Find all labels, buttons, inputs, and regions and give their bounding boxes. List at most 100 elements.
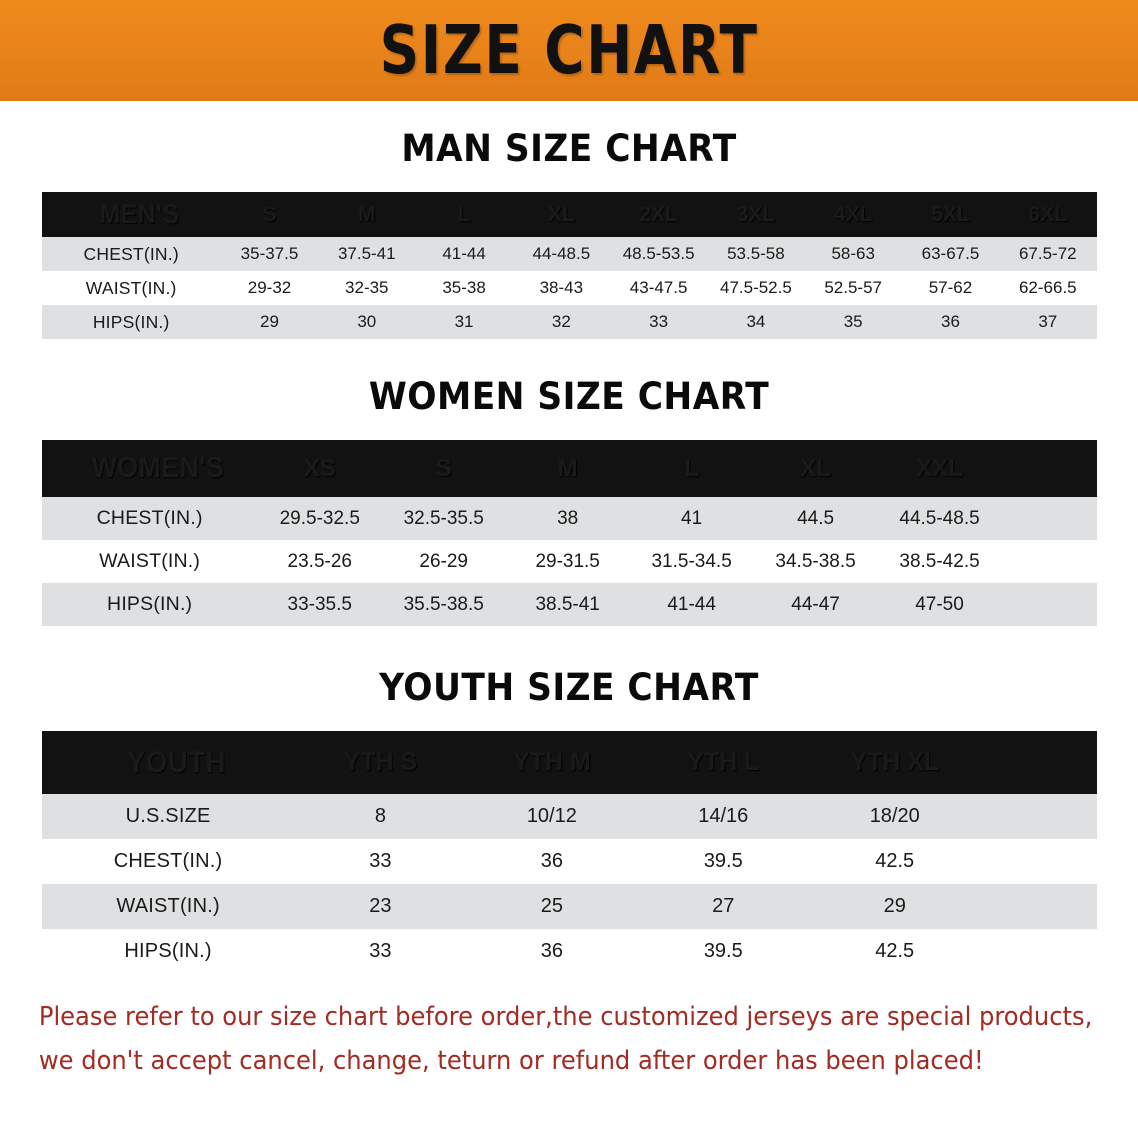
man-cell-r3-c1: 29 — [220, 305, 319, 339]
man-size-header-2: M — [318, 192, 416, 237]
women-header-row: WOMEN'S XS S M L XL XXL — [41, 440, 1097, 497]
man-cell-r3-c6: 34 — [707, 305, 805, 339]
man-cell-r2-c8: 57-62 — [901, 271, 1000, 305]
youth-cell-r4-c3: 39.5 — [637, 929, 809, 974]
man-cell-r3-c7: 35 — [804, 305, 902, 339]
women-cell-r2-c6: 38.5-42.5 — [877, 540, 1002, 583]
women-cell-r2-c2: 26-29 — [381, 540, 506, 583]
man-size-header-8: 5XL — [901, 192, 1000, 237]
women-table-row: CHEST(IN.) 29.5-32.5 32.5-35.5 38 41 44.5 44.5… — [41, 497, 1097, 540]
women-cell-r1-c1: 29.5-32.5 — [257, 497, 382, 540]
man-size-header-3: L — [415, 192, 513, 237]
man-table-row: HIPS(IN.) 29 30 31 32 33 34 35 36 37 — [41, 305, 1097, 339]
youth-size-header-1: YTH S — [294, 731, 467, 794]
man-cell-r1-c3: 41-44 — [415, 237, 513, 271]
youth-cell-pad — [980, 929, 1097, 974]
women-section-title: WOMEN SIZE CHART — [368, 375, 770, 418]
women-cell-r1-c2: 32.5-35.5 — [381, 497, 506, 540]
women-table-wrap: WOMEN'S XS S M L XL XXL CHEST(IN.) 29.5-32.5 32.… — [41, 440, 1097, 626]
man-size-header-4: XL — [512, 192, 610, 237]
man-cell-r3-c2: 30 — [318, 305, 416, 339]
women-cell-r3-c3: 38.5-41 — [505, 583, 630, 626]
youth-cell-r4-c2: 36 — [466, 929, 638, 974]
man-cell-r3-c3: 31 — [415, 305, 513, 339]
youth-table-row: U.S.SIZE 8 10/12 14/16 18/20 — [41, 794, 1097, 839]
youth-cell-r2-c1: 33 — [294, 839, 467, 884]
women-table-row: WAIST(IN.) 23.5-26 26-29 29-31.5 31.5-34.5 34… — [41, 540, 1097, 583]
man-table-wrap: MEN'S S M L XL 2XL 3XL 4XL 5XL 6XL CHEST(IN.) 35-3… — [41, 192, 1097, 339]
youth-cell-r4-c1: 33 — [294, 929, 467, 974]
youth-cell-r3-c3: 27 — [637, 884, 809, 929]
women-size-header-2: S — [381, 440, 506, 497]
youth-cell-r2-c3: 39.5 — [637, 839, 809, 884]
youth-size-header-4: YTH XL — [809, 731, 981, 794]
youth-cell-r3-c2: 25 — [466, 884, 638, 929]
youth-table-row: HIPS(IN.) 33 36 39.5 42.5 — [41, 929, 1097, 974]
youth-header-pad — [980, 731, 1097, 794]
youth-cell-pad — [980, 794, 1097, 839]
man-cell-r2-c1: 29-32 — [220, 271, 319, 305]
man-cell-r2-c7: 52.5-57 — [804, 271, 902, 305]
youth-table-wrap: YOUTH YTH S YTH M YTH L YTH XL U.S.SIZE 8 10/1… — [41, 731, 1097, 974]
man-table-body: CHEST(IN.) 35-37.5 37.5-41 41-44 44-48.5 48.5… — [41, 237, 1097, 339]
women-cell-r2-c3: 29-31.5 — [505, 540, 630, 583]
man-table-row: CHEST(IN.) 35-37.5 37.5-41 41-44 44-48.5 48.5… — [41, 237, 1097, 271]
women-cell-r1-c4: 41 — [629, 497, 754, 540]
youth-corner-label: YOUTH — [51, 731, 285, 794]
women-size-header-3: M — [505, 440, 630, 497]
man-size-header-9: 6XL — [999, 192, 1097, 237]
banner-title: SIZE CHART — [379, 11, 759, 89]
women-table-row: HIPS(IN.) 33-35.5 35.5-38.5 38.5-41 41-44 44-… — [41, 583, 1097, 626]
youth-cell-pad — [980, 884, 1097, 929]
man-corner-label: MEN'S — [48, 192, 214, 237]
man-cell-r1-c4: 44-48.5 — [512, 237, 610, 271]
youth-cell-r3-c1: 23 — [294, 884, 467, 929]
women-cell-r1-c3: 38 — [505, 497, 630, 540]
man-cell-r3-c9: 37 — [999, 305, 1097, 339]
man-cell-r2-c2: 32-35 — [318, 271, 416, 305]
youth-cell-r2-c2: 36 — [466, 839, 638, 884]
youth-size-table: YOUTH YTH S YTH M YTH L YTH XL U.S.SIZE 8 10/1… — [41, 731, 1097, 974]
man-cell-r1-c6: 53.5-58 — [707, 237, 805, 271]
women-cell-pad — [1001, 540, 1097, 583]
man-cell-r3-c5: 33 — [609, 305, 708, 339]
youth-row-label: WAIST(IN.) — [41, 884, 295, 929]
man-size-header-6: 3XL — [707, 192, 805, 237]
women-table-body: CHEST(IN.) 29.5-32.5 32.5-35.5 38 41 44.5 44.5… — [41, 497, 1097, 626]
man-cell-r2-c4: 38-43 — [512, 271, 610, 305]
man-cell-r3-c8: 36 — [901, 305, 1000, 339]
women-table-head: WOMEN'S XS S M L XL XXL — [41, 440, 1097, 497]
page-banner: SIZE CHART — [0, 0, 1138, 101]
man-cell-r3-c4: 32 — [512, 305, 610, 339]
women-cell-r2-c1: 23.5-26 — [257, 540, 382, 583]
man-cell-r1-c7: 58-63 — [804, 237, 902, 271]
youth-table-row: WAIST(IN.) 23 25 27 29 — [41, 884, 1097, 929]
man-cell-r1-c5: 48.5-53.5 — [609, 237, 708, 271]
man-size-table: MEN'S S M L XL 2XL 3XL 4XL 5XL 6XL CHEST(IN.) 35-3… — [41, 192, 1097, 339]
man-cell-r1-c1: 35-37.5 — [220, 237, 319, 271]
man-header-row: MEN'S S M L XL 2XL 3XL 4XL 5XL 6XL — [41, 192, 1097, 237]
youth-cell-r1-c2: 10/12 — [466, 794, 638, 839]
youth-table-row: CHEST(IN.) 33 36 39.5 42.5 — [41, 839, 1097, 884]
youth-row-label: U.S.SIZE — [41, 794, 295, 839]
women-cell-r3-c5: 44-47 — [753, 583, 878, 626]
man-cell-r1-c2: 37.5-41 — [318, 237, 416, 271]
man-cell-r2-c6: 47.5-52.5 — [707, 271, 805, 305]
youth-size-header-3: YTH L — [637, 731, 809, 794]
youth-row-label: CHEST(IN.) — [41, 839, 295, 884]
man-cell-r2-c3: 35-38 — [415, 271, 513, 305]
man-size-header-7: 4XL — [804, 192, 902, 237]
women-size-table: WOMEN'S XS S M L XL XXL CHEST(IN.) 29.5-32.5 32.… — [41, 440, 1097, 626]
man-table-head: MEN'S S M L XL 2XL 3XL 4XL 5XL 6XL — [41, 192, 1097, 237]
youth-section-title: YOUTH SIZE CHART — [379, 666, 759, 709]
women-size-header-6: XXL — [877, 440, 1002, 497]
youth-cell-r1-c3: 14/16 — [637, 794, 809, 839]
women-cell-r3-c2: 35.5-38.5 — [381, 583, 506, 626]
women-cell-r3-c1: 33-35.5 — [257, 583, 382, 626]
youth-cell-r4-c4: 42.5 — [809, 929, 981, 974]
women-cell-r2-c5: 34.5-38.5 — [753, 540, 878, 583]
man-row-label: CHEST(IN.) — [41, 237, 221, 271]
youth-header-row: YOUTH YTH S YTH M YTH L YTH XL — [41, 731, 1097, 794]
women-size-header-4: L — [629, 440, 754, 497]
